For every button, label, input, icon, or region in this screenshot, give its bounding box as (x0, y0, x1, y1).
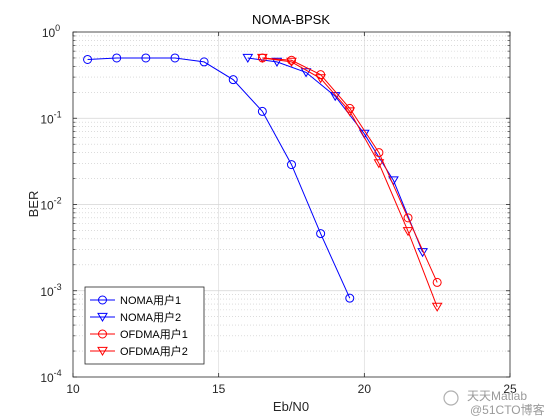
x-axis-label: Eb/N0 (273, 399, 309, 414)
series-4-point (431, 302, 443, 312)
x-tick-label: 25 (503, 382, 517, 396)
series-2-point (417, 248, 428, 258)
series-1-line (87, 57, 351, 299)
series-group (83, 53, 443, 312)
y-tick-label: 10-2 (40, 196, 61, 213)
x-tick-label: 20 (358, 382, 372, 396)
series-3-point (374, 148, 384, 158)
series-4-point (315, 74, 327, 84)
series-2-point (242, 53, 254, 63)
series-3-point (287, 55, 296, 65)
series-4-point (373, 159, 385, 169)
series-1-point (257, 106, 267, 116)
legend-entry-label: OFDMA用户1 (120, 327, 188, 341)
y-tick-base: 10 (42, 26, 56, 40)
legend-entry-label: NOMA用户1 (120, 293, 181, 307)
y-tick-exponent: -4 (54, 368, 62, 378)
series-1-point (345, 293, 355, 303)
series-1-point (141, 53, 151, 63)
y-tick-exponent: 0 (55, 23, 60, 33)
series-4-point (256, 53, 268, 63)
legend: NOMA用户1 NOMA用户2 OFDMA用户1 OFDMA用户2 (84, 286, 205, 365)
series-2 (242, 53, 428, 258)
y-tick-base: 10 (40, 112, 54, 126)
watermark-top-text: 天天Matlab (467, 389, 527, 403)
series-3-line (262, 57, 438, 283)
series-3-point (403, 213, 413, 223)
chart-title: NOMA-BPSK (252, 12, 330, 27)
legend-entry-label: OFDMA用户2 (120, 344, 188, 358)
series-4-point (286, 57, 297, 67)
watermark-bottom-text: @51CTO博客 (470, 402, 545, 417)
series-4-point (402, 227, 414, 237)
watermark: 天天Matlab @51CTO博客 (443, 389, 545, 417)
y-tick-label: 10-1 (40, 109, 61, 126)
legend-swatch-marker (98, 295, 107, 305)
series-1-point (112, 53, 122, 63)
legend-swatch-marker (98, 329, 107, 339)
y-tick-base: 10 (40, 199, 54, 213)
y-axis-label: BER (26, 191, 41, 218)
series-2-point (329, 92, 341, 102)
series-4 (256, 53, 443, 312)
x-tick-label: 15 (212, 382, 226, 396)
series-1-point (316, 229, 326, 239)
y-tick-base: 10 (40, 285, 54, 299)
series-4-line (262, 57, 438, 308)
series-1-point (170, 53, 180, 63)
y-tick-label: 10-4 (40, 368, 61, 385)
y-tick-exponent: -1 (54, 109, 62, 119)
watermark-logo-icon (443, 390, 459, 406)
x-tick-label: 10 (66, 382, 80, 396)
y-tick-exponent: -2 (54, 196, 62, 206)
series-1-point (228, 75, 238, 85)
series-4-point (344, 107, 356, 117)
series-2-point (271, 57, 283, 67)
y-tick-base: 10 (40, 371, 54, 385)
series-1-point (199, 57, 209, 67)
legend-swatch-marker (97, 346, 108, 357)
series-2-point (300, 68, 312, 78)
series-3-point (432, 277, 442, 287)
y-tick-label: 100 (42, 23, 60, 40)
series-1 (83, 53, 355, 303)
y-tick-label: 10-3 (40, 282, 61, 299)
series-1-point (83, 54, 93, 64)
legend-swatch-marker (97, 312, 108, 323)
legend-entry-label: NOMA用户2 (120, 310, 181, 324)
series-2-line (247, 57, 424, 253)
y-tick-exponent: -3 (54, 282, 62, 292)
series-1-point (287, 160, 296, 170)
